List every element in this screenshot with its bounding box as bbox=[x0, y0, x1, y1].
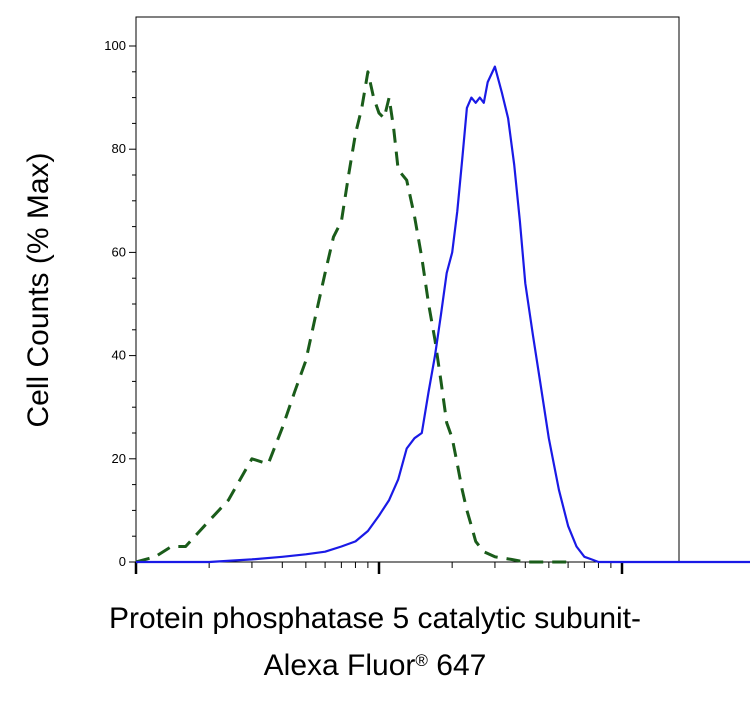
plot-frame bbox=[135, 16, 680, 563]
y-tick-label: 20 bbox=[112, 451, 126, 466]
y-axis-title: Cell Counts (% Max) bbox=[22, 152, 55, 427]
y-tick-label: 40 bbox=[112, 348, 126, 363]
y-tick-label: 60 bbox=[112, 244, 126, 259]
x-axis-title-tail: 647 bbox=[427, 649, 487, 682]
registered-mark: ® bbox=[415, 651, 428, 670]
y-axis: 0 20 40 60 80 100 bbox=[104, 38, 136, 569]
solid-series-line bbox=[136, 65, 750, 564]
x-axis-title-line1: Protein phosphatase 5 catalytic subunit- bbox=[109, 602, 641, 635]
y-tick-label: 80 bbox=[112, 141, 126, 156]
dashed-series-line bbox=[135, 70, 569, 564]
y-tick-label: 100 bbox=[104, 38, 126, 53]
y-tick-label: 0 bbox=[119, 554, 126, 569]
series-group bbox=[135, 65, 750, 564]
x-axis-title-line2: Alexa Fluor® 647 bbox=[0, 642, 750, 685]
x-axis-title-main: Alexa Fluor bbox=[263, 649, 416, 682]
x-axis bbox=[134, 562, 624, 574]
